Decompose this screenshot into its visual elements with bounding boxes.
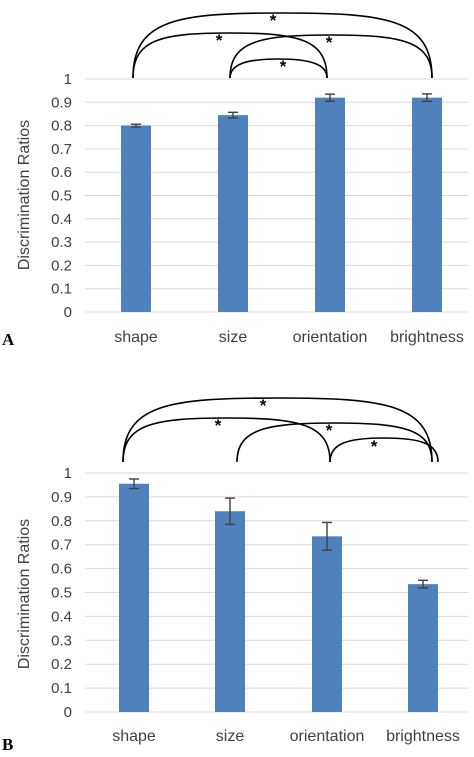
panel-a-y-tick-label: 0.3	[51, 234, 72, 251]
panel-b-significance-star: *	[326, 421, 333, 440]
panel-a-bar-shape	[121, 125, 151, 312]
panel-b-bar-brightness	[408, 584, 438, 712]
panel-a-y-tick-label: 0.8	[51, 118, 72, 135]
panel-b-y-tick-label: 0.4	[51, 608, 72, 625]
panel-a-chart: 0 0.1 0.2 0.3 0.4 0.5 0.6 0.7 0.8 0.9 1 shape size o…	[2, 11, 468, 349]
panel-a-significance-bracket-size-orientation	[229, 58, 328, 79]
panel-a-bar-size	[218, 115, 248, 313]
panel-b-bar-shape	[119, 483, 149, 712]
panel-a-bar-orientation	[315, 97, 345, 312]
panel-a-significance-star: *	[280, 57, 287, 76]
panel-a-category-label: size	[219, 329, 248, 346]
panel-b-y-tick-label: 0.6	[51, 561, 72, 578]
panel-b-category-label: size	[216, 728, 245, 745]
panel-a-label: A	[2, 330, 15, 349]
panel-b-category-label: orientation	[290, 728, 365, 745]
panel-b-label: B	[2, 735, 13, 754]
panel-b-significance-bracket-shape-brightness	[122, 397, 433, 463]
panel-a-significance-bracket-shape-brightness	[132, 12, 433, 79]
panel-b-y-tick-label: 0.8	[51, 513, 72, 530]
panel-b-y-tick-label: 0.2	[51, 656, 72, 673]
panel-b-significance-bracket-shape-orientation	[122, 417, 331, 463]
panel-a-y-tick-label: 0.6	[51, 164, 72, 181]
panel-a-significance-star: *	[270, 11, 277, 30]
panel-b-chart: 0 0.1 0.2 0.3 0.4 0.5 0.6 0.7 0.8 0.9 1 shape size o…	[2, 396, 468, 754]
panel-a-y-tick-label: 0.7	[51, 141, 72, 158]
panel-b-y-tick-label: 0.9	[51, 489, 72, 506]
panel-a-category-label: shape	[114, 329, 158, 346]
panel-b-y-tick-label: 0.5	[51, 585, 72, 602]
panel-a-y-axis-label: Discrimination Ratios	[16, 120, 33, 270]
panel-b-significance-bracket-orientation-brightness	[329, 437, 439, 463]
panel-a-significance-bracket-shape-orientation	[132, 32, 328, 79]
panel-a-significance-star: *	[326, 33, 333, 52]
panel-b-significance-star: *	[215, 416, 222, 435]
panel-b-y-tick-label: 1	[64, 465, 72, 482]
panel-b-y-tick-label: 0.7	[51, 537, 72, 554]
panel-a-y-tick-label: 0.9	[51, 94, 72, 111]
panel-a-y-tick-label: 1	[64, 71, 72, 88]
panel-a-y-tick-label: 0.2	[51, 257, 72, 274]
panel-b-bar-orientation	[312, 536, 342, 712]
panel-b-bar-size	[215, 511, 245, 712]
panel-a-y-tick-label: 0	[64, 304, 72, 321]
panel-a-y-tick-label: 0.4	[51, 211, 72, 228]
panel-b-y-tick-label: 0.1	[51, 680, 72, 697]
panel-b-category-label: shape	[112, 728, 156, 745]
panel-a-y-tick-label: 0.1	[51, 281, 72, 298]
panel-a-significance-star: *	[216, 31, 223, 50]
panel-a-category-label: orientation	[293, 329, 368, 346]
panel-b-y-tick-label: 0.3	[51, 632, 72, 649]
panel-b-y-axis-label: Discrimination Ratios	[16, 519, 33, 669]
panel-b-y-tick-label: 0	[64, 704, 72, 721]
panel-b-category-label: brightness	[386, 728, 460, 745]
panel-a-category-label: brightness	[390, 329, 464, 346]
panel-b-significance-bracket-size-brightness	[236, 422, 433, 463]
panel-b-significance-star: *	[371, 437, 378, 456]
panel-a-significance-bracket-size-brightness	[229, 34, 433, 79]
panel-a-bar-brightness	[412, 97, 442, 312]
panel-a-y-tick-label: 0.5	[51, 188, 72, 205]
panel-b-significance-star: *	[260, 396, 267, 415]
